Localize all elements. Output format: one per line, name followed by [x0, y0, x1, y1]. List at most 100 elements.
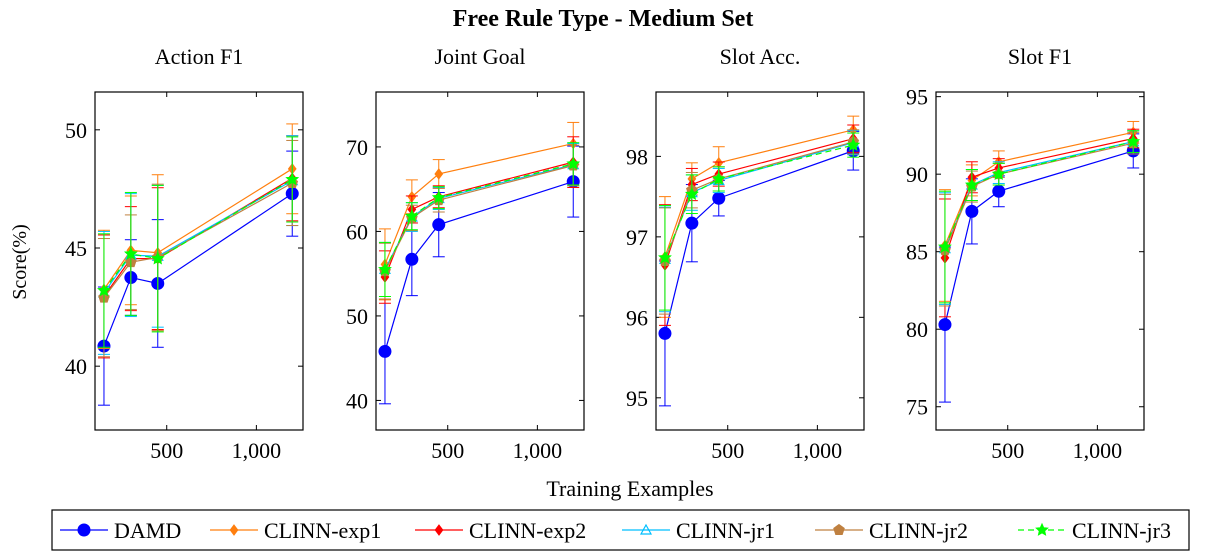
series-CLINN-jr1	[97, 135, 299, 355]
legend-marker	[1035, 522, 1049, 536]
legend: DAMD CLINN-exp1 CLINN-exp2 CLINN-jr1 CLINN-j…	[51, 509, 1190, 551]
y-tick-label: 40	[346, 388, 368, 413]
legend-label: CLINN-exp2	[469, 518, 586, 543]
chart-panel-3: Slot Acc. 95 96 97 98 500 1,000	[626, 44, 865, 463]
legend-marker	[639, 523, 653, 535]
data-point	[432, 218, 446, 232]
series-line	[944, 142, 1134, 251]
series-line	[384, 163, 574, 270]
y-tick-label: 98	[626, 144, 648, 169]
data-point	[964, 177, 979, 191]
data-point	[123, 246, 138, 260]
x-tick-label: 1,000	[513, 438, 563, 463]
data-point	[405, 252, 419, 266]
panel-frame	[935, 91, 1145, 431]
series-line	[664, 129, 854, 258]
data-point	[711, 171, 726, 185]
y-tick-label: 70	[346, 135, 368, 160]
series-DAMD	[97, 150, 299, 406]
y-tick-label: 75	[906, 395, 928, 420]
panel-frame	[655, 91, 865, 431]
x-tick-label: 1,000	[793, 438, 843, 463]
data-point	[658, 250, 672, 264]
figure-title: Free Rule Type - Medium Set	[453, 6, 754, 32]
data-point	[684, 186, 699, 201]
series-CLINN-jr3	[938, 130, 1141, 304]
series-CLINN-jr3	[378, 142, 581, 297]
legend-label: CLINN-jr2	[869, 518, 968, 543]
x-tick-label: 1,000	[1073, 438, 1123, 463]
data-point	[285, 172, 300, 186]
legend-marker	[77, 523, 91, 537]
data-point	[378, 262, 392, 276]
y-tick-label: 60	[346, 219, 368, 244]
legend-label: DAMD	[114, 518, 181, 543]
x-axis-label: Training Examples	[546, 476, 713, 501]
data-point	[1126, 134, 1141, 148]
series-CLINN-exp1	[97, 123, 299, 349]
series-line	[384, 142, 574, 265]
legend-label: CLINN-exp1	[264, 518, 381, 543]
series-line	[664, 141, 854, 262]
y-tick-label: 95	[626, 386, 648, 411]
y-tick-label: 80	[906, 317, 928, 342]
legend-marker	[833, 523, 845, 535]
data-point	[566, 156, 581, 170]
legend-marker	[229, 524, 239, 536]
data-point	[150, 251, 165, 265]
series-line	[944, 141, 1134, 249]
series-line	[384, 164, 574, 272]
series-line	[944, 131, 1134, 246]
data-point	[658, 326, 672, 340]
legend-item: DAMD	[60, 518, 181, 543]
legend-marker	[434, 524, 444, 536]
y-tick-label: 45	[65, 236, 87, 261]
series-CLINN-jr3	[658, 132, 861, 311]
series-line	[103, 168, 293, 290]
data-point	[938, 239, 952, 253]
data-point	[938, 318, 952, 332]
panel-title: Joint Goal	[434, 44, 525, 69]
x-tick-label: 500	[431, 438, 464, 463]
data-point	[685, 216, 699, 230]
series-CLINN-exp1	[658, 115, 860, 318]
data-point	[965, 204, 979, 218]
y-tick-label: 96	[626, 305, 648, 330]
panel-title: Action F1	[155, 44, 244, 69]
y-tick-label: 90	[906, 162, 928, 187]
legend-label: CLINN-jr1	[676, 518, 775, 543]
y-tick-label: 50	[346, 304, 368, 329]
series-line	[384, 180, 574, 352]
y-tick-label: 85	[906, 240, 928, 265]
series-line	[664, 138, 854, 266]
legend-item: CLINN-jr2	[815, 518, 968, 543]
data-point	[712, 191, 726, 205]
x-tick-label: 500	[711, 438, 744, 463]
chart-panels: Action F1 40 45 50 500 1,000 Joint Goal 40 50 60 7…	[65, 44, 1145, 463]
panel-frame	[94, 91, 304, 431]
series-line	[664, 150, 854, 334]
series-line	[944, 137, 1134, 259]
series-line	[103, 178, 293, 291]
series-line	[944, 141, 1134, 248]
series-line	[103, 193, 293, 347]
panel-frame	[375, 91, 585, 431]
panel-title: Slot Acc.	[720, 44, 801, 69]
data-point	[378, 344, 392, 358]
y-tick-label: 95	[906, 85, 928, 110]
chart-panel-2: Joint Goal 40 50 60 70 500 1,000	[346, 44, 585, 463]
y-tick-label: 97	[626, 225, 648, 250]
panel-title: Slot F1	[1008, 44, 1072, 69]
series-DAMD	[938, 133, 1140, 403]
y-tick-label: 50	[65, 118, 87, 143]
series-CLINN-exp2	[97, 135, 299, 359]
series-CLINN-jr1	[938, 130, 1140, 305]
data-point	[991, 166, 1006, 181]
legend-item: CLINN-exp2	[415, 518, 586, 543]
x-tick-label: 500	[150, 438, 183, 463]
chart-panel-1: Action F1 40 45 50 500 1,000	[65, 44, 304, 463]
x-tick-label: 500	[991, 438, 1024, 463]
legend-item: CLINN-exp1	[210, 518, 381, 543]
series-DAMD	[378, 145, 580, 405]
